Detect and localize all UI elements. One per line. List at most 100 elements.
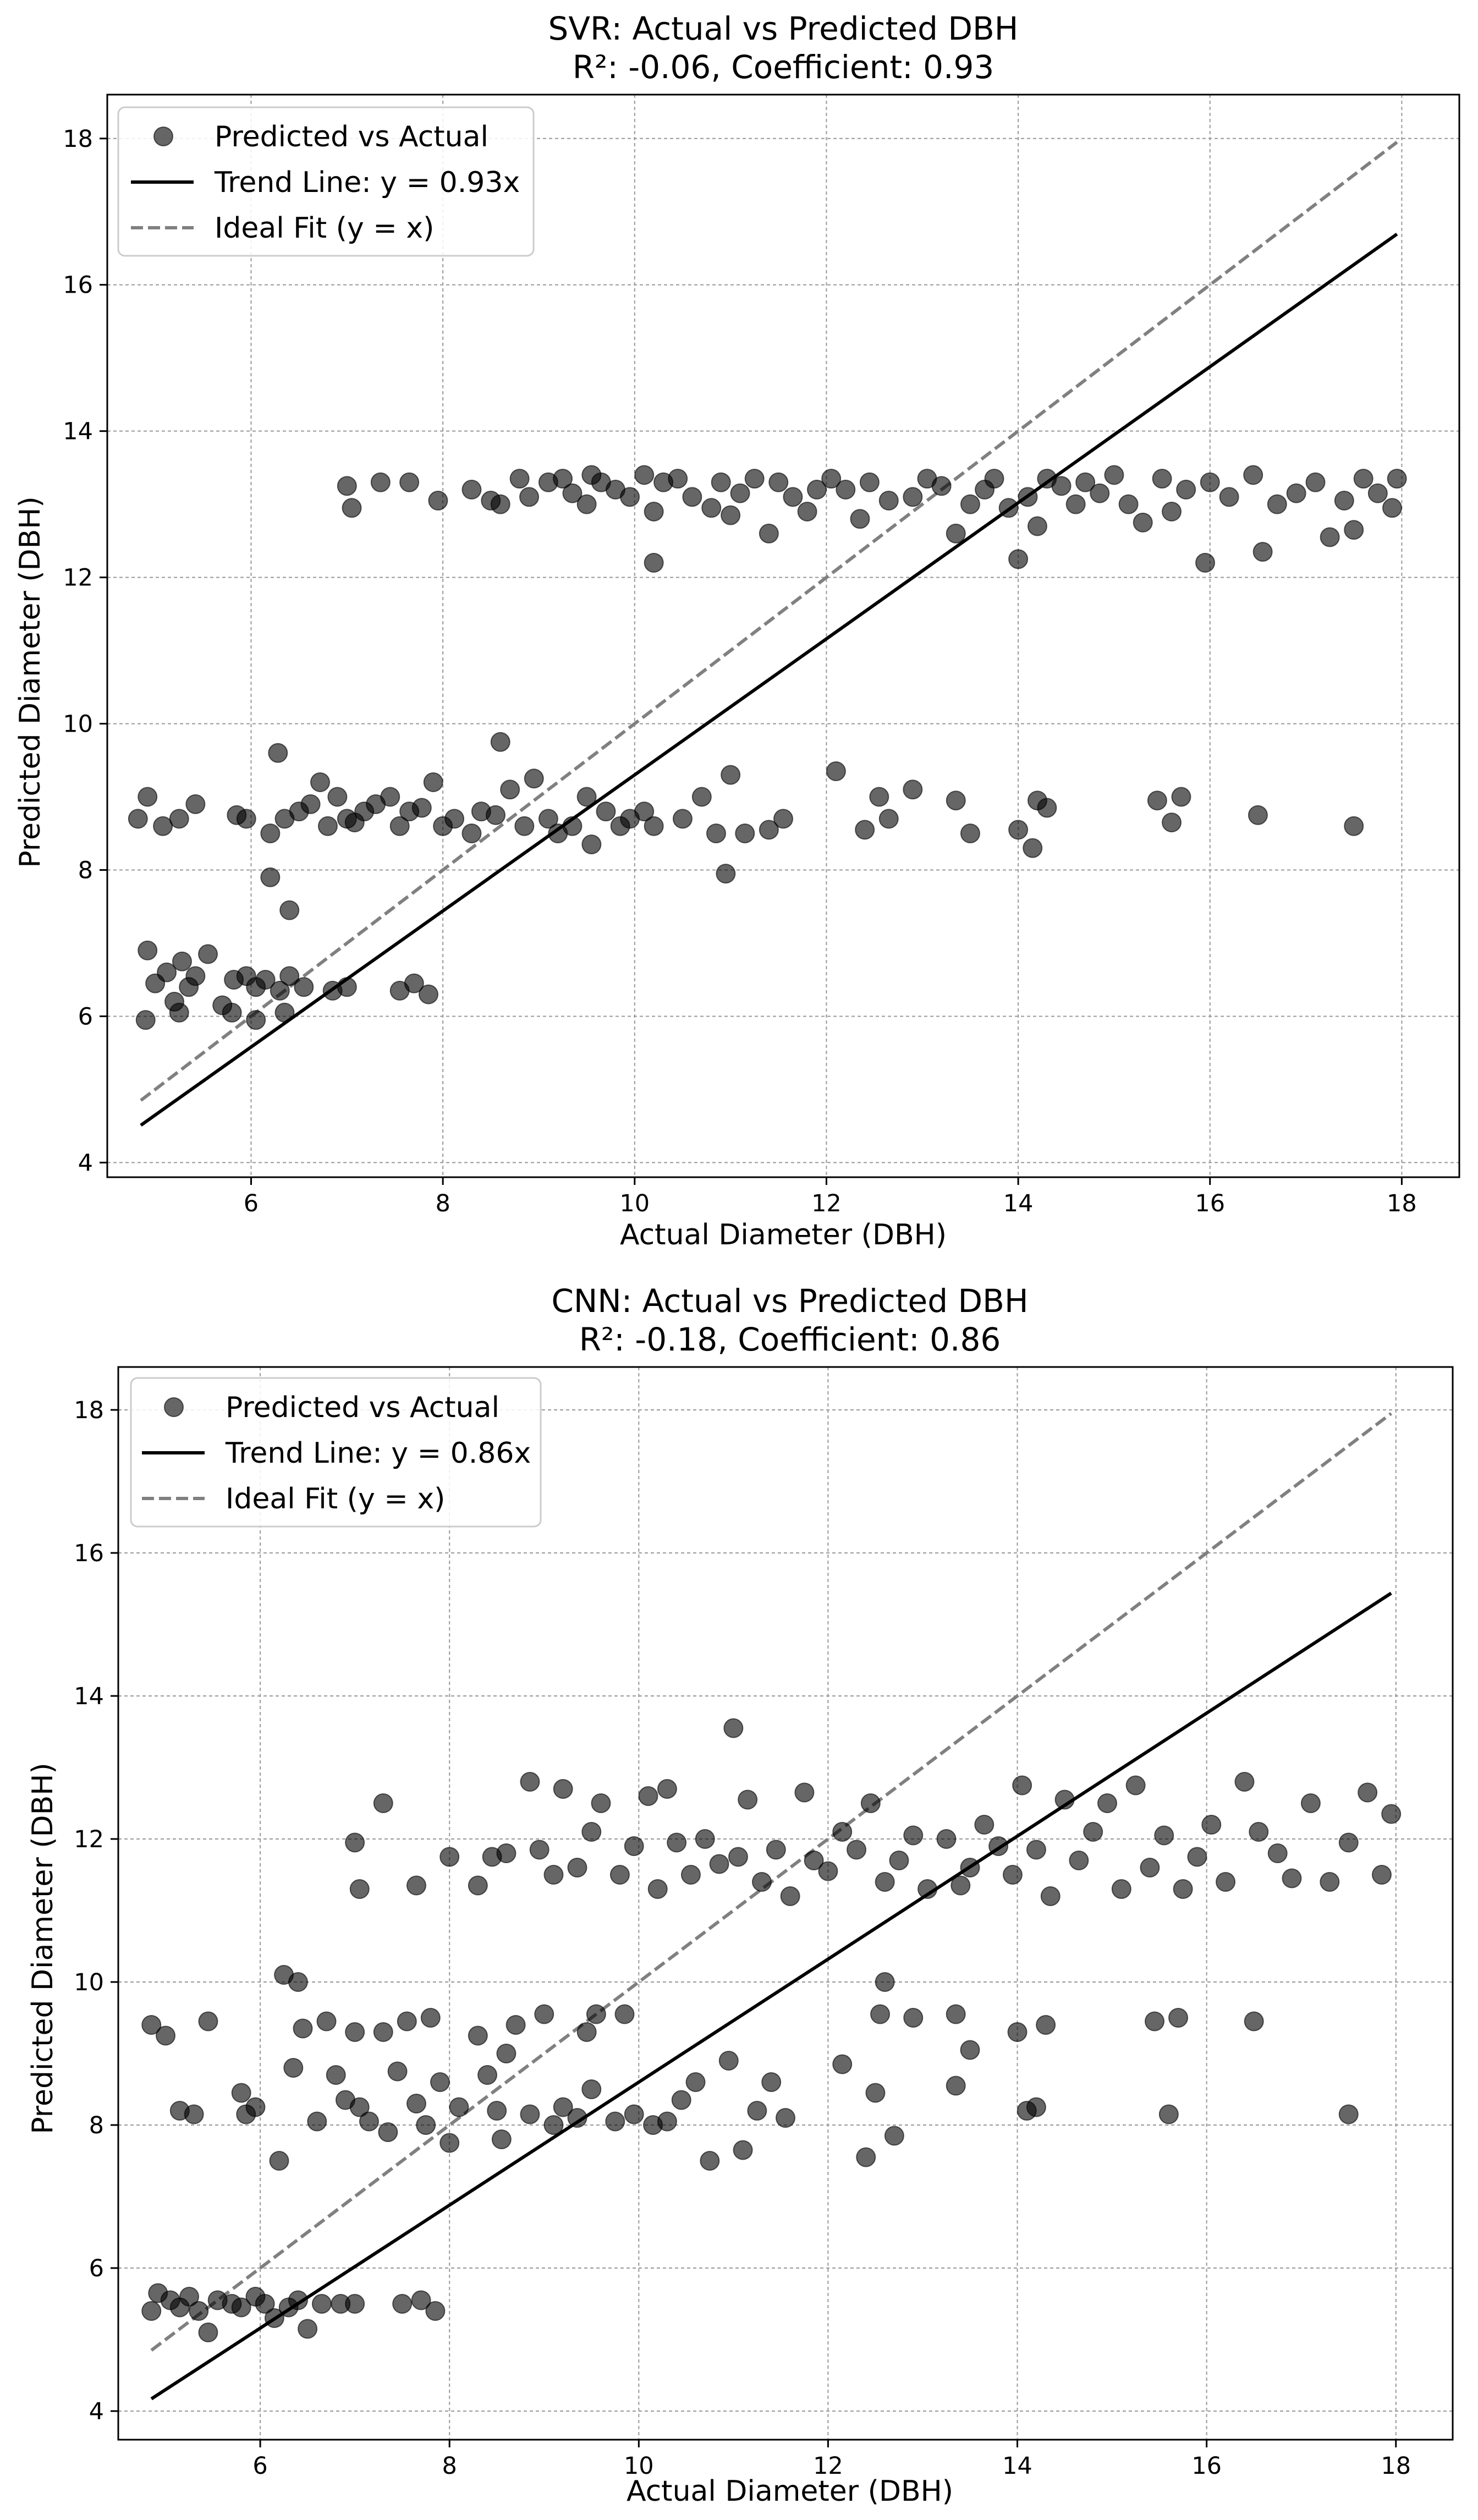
data-point — [832, 2054, 853, 2074]
data-point — [1162, 501, 1182, 521]
legend-scatter-label: Predicted vs Actual — [226, 1391, 499, 1424]
data-point — [1252, 542, 1273, 562]
data-point — [461, 823, 482, 844]
data-point — [1353, 469, 1373, 489]
data-point — [1083, 1822, 1103, 1842]
data-point — [1037, 798, 1057, 818]
data-point — [889, 1851, 909, 1870]
data-point — [609, 1865, 630, 1885]
y-tick-label: 14 — [74, 1683, 104, 1710]
data-point — [797, 501, 817, 521]
data-point — [586, 2004, 606, 2024]
data-point — [337, 476, 357, 496]
data-point — [349, 2097, 370, 2117]
data-point — [1168, 2008, 1189, 2028]
data-point — [960, 2040, 980, 2060]
y-tick-label: 6 — [78, 1003, 93, 1030]
data-point — [430, 2072, 450, 2092]
data-point — [345, 2294, 365, 2314]
data-point — [685, 2072, 706, 2092]
data-point — [406, 2094, 426, 2113]
data-point — [283, 2058, 304, 2078]
data-point — [298, 2319, 318, 2339]
plot-frame — [117, 1366, 1454, 2441]
data-point — [869, 787, 889, 807]
data-point — [260, 823, 281, 844]
trend-line — [150, 1591, 1392, 2401]
legend-box — [117, 106, 535, 257]
data-point — [624, 2104, 644, 2124]
data-point — [236, 809, 256, 829]
legend: Predicted vs Actual Trend Line: y = 0.93… — [117, 106, 535, 257]
data-point — [701, 498, 722, 518]
data-point — [759, 523, 779, 543]
data-point — [733, 2140, 753, 2160]
data-point — [310, 772, 331, 792]
data-point — [832, 1822, 853, 1842]
data-point — [1187, 1847, 1207, 1867]
data-point — [1367, 483, 1388, 503]
data-point — [477, 2065, 498, 2085]
data-point — [135, 1010, 156, 1030]
ideal-fit-line-group — [140, 141, 1398, 1102]
data-point — [520, 1772, 540, 1792]
x-tick-label: 14 — [1002, 2452, 1032, 2480]
data-point — [620, 487, 640, 507]
x-tick-label: 16 — [1195, 1190, 1225, 1217]
data-point — [706, 823, 726, 844]
data-point — [624, 1836, 644, 1856]
data-point — [491, 2129, 512, 2149]
data-point — [1234, 1772, 1255, 1792]
data-point — [490, 732, 510, 752]
data-point — [826, 761, 846, 781]
data-point — [759, 820, 779, 840]
data-point — [1023, 838, 1043, 858]
y-tick-label: 8 — [78, 857, 93, 885]
data-point — [496, 2044, 517, 2063]
data-point — [311, 2294, 332, 2314]
data-point — [449, 2097, 469, 2117]
data-point — [184, 2104, 204, 2124]
data-point — [1358, 1782, 1378, 1803]
data-point — [411, 798, 432, 818]
x-tick-label: 10 — [624, 2452, 654, 2480]
data-point — [950, 1875, 971, 1896]
data-point — [581, 834, 602, 854]
data-point — [1145, 2011, 1165, 2032]
data-point — [605, 2111, 625, 2132]
data-point — [270, 980, 290, 1001]
x-axis-label: Actual Diameter (DBH) — [620, 1218, 947, 1251]
data-point — [1305, 472, 1326, 492]
data-point — [141, 2015, 162, 2035]
data-point — [316, 2011, 337, 2032]
data-point — [1007, 2022, 1028, 2042]
data-point — [169, 809, 189, 829]
data-point — [349, 1879, 370, 1899]
data-point — [657, 1779, 677, 1799]
grid-lines — [107, 95, 1459, 1177]
data-point — [439, 2133, 460, 2153]
data-point — [936, 1829, 957, 1849]
data-point — [1173, 1879, 1193, 1899]
data-point — [581, 1822, 602, 1842]
data-point — [562, 483, 583, 503]
data-point — [634, 801, 655, 822]
data-point — [946, 2076, 966, 2096]
x-tick-label: 18 — [1381, 2452, 1411, 2480]
data-point — [423, 772, 443, 792]
data-point — [1162, 812, 1182, 833]
data-point — [288, 1972, 308, 1992]
data-point — [189, 2301, 209, 2321]
legend-trend-label: Trend Line: y = 0.93x — [214, 166, 520, 199]
data-point — [836, 480, 856, 500]
data-point — [487, 2101, 507, 2121]
data-point — [294, 977, 314, 997]
y-tick-label: 12 — [63, 564, 93, 592]
data-point — [185, 966, 206, 986]
data-point — [428, 491, 448, 510]
data-point — [1152, 469, 1172, 489]
data-point — [373, 2022, 393, 2042]
data-point — [1381, 1804, 1402, 1824]
data-point — [1200, 472, 1220, 492]
data-point — [416, 2115, 436, 2135]
